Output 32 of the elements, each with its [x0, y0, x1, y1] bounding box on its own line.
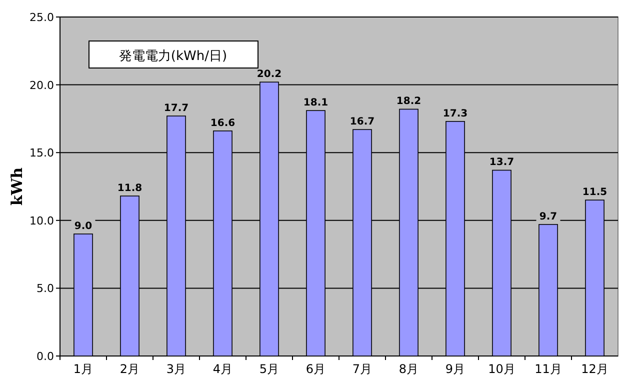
- y-tick-label: 5.0: [36, 282, 54, 296]
- x-tick-label: 8月: [398, 362, 419, 376]
- x-tick-label: 7月: [352, 362, 372, 376]
- data-label: 17.3: [442, 108, 468, 120]
- y-tick-label: 20.0: [30, 78, 54, 92]
- data-label: 18.1: [303, 98, 328, 109]
- y-axis-title: kWh: [8, 167, 26, 206]
- y-tick-label: 10.0: [30, 214, 54, 228]
- x-tick-label: 9月: [445, 362, 466, 376]
- x-tick-label: 3月: [166, 362, 186, 376]
- x-tick-label: 4月: [212, 362, 233, 376]
- data-label: 9.7: [539, 211, 558, 222]
- y-tick-label: 15.0: [30, 146, 54, 160]
- x-tick-label: 6月: [306, 362, 326, 376]
- data-label: 20.2: [256, 69, 282, 80]
- data-label: 17.7: [164, 102, 189, 114]
- x-tick-label: 11月: [534, 362, 562, 376]
- text: 発電電力(kWh/日): [118, 49, 228, 64]
- x-tick-label: 2月: [120, 362, 140, 376]
- data-label: 16.7: [350, 116, 375, 128]
- y-tick-label: 0.0: [36, 350, 54, 363]
- data-label: 16.6: [210, 118, 236, 129]
- data-label: 13.7: [489, 157, 514, 168]
- y-tick-label: 25.0: [30, 11, 54, 24]
- data-label: 9.0: [74, 220, 92, 232]
- x-tick-label: 10月: [488, 362, 516, 376]
- x-tick-label: 12月: [581, 362, 608, 376]
- data-label: 11.5: [582, 187, 608, 198]
- data-label: 11.8: [117, 182, 142, 194]
- x-tick-label: 1月: [73, 362, 94, 376]
- data-label: 18.2: [396, 96, 422, 108]
- x-tick-label: 5月: [259, 362, 280, 376]
